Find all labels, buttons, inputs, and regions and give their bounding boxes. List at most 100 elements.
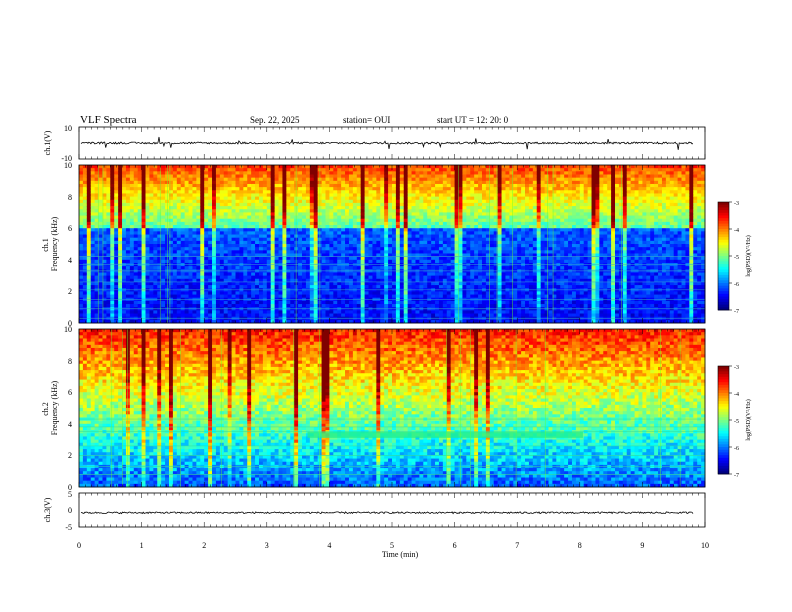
spectrogram-cell — [251, 234, 256, 239]
spectrogram-cell — [153, 225, 158, 229]
spectrogram-cell — [125, 196, 131, 201]
spectrogram-cell — [188, 209, 193, 213]
spectrogram-cell — [431, 272, 436, 276]
spectrogram-cell — [411, 215, 416, 220]
spectrogram-cell — [172, 240, 178, 245]
spectrogram-cell — [212, 174, 217, 179]
spectrogram-cell — [286, 281, 291, 286]
spectrogram-cell — [180, 209, 186, 213]
spectrogram-cell — [180, 168, 186, 172]
spectrogram-cell — [235, 190, 240, 194]
spectrogram-cell — [145, 300, 150, 305]
spectrogram-cell — [223, 240, 229, 245]
spectrogram-cell — [243, 183, 248, 188]
spectrogram-cell — [376, 202, 381, 207]
spectrogram-cell — [157, 193, 162, 197]
spectrogram-cell — [231, 266, 236, 270]
spectrogram-cell — [438, 319, 444, 324]
spectrogram-cell — [79, 180, 84, 185]
spectrogram-cell — [86, 206, 92, 210]
spectrogram-cell — [352, 165, 358, 169]
spectrogram-cell — [102, 294, 107, 299]
spectrogram-cell — [313, 218, 319, 223]
spectrogram-cell — [90, 281, 96, 286]
spectrogram-cell — [270, 168, 276, 172]
spectrogram-cell — [333, 294, 338, 299]
spectrogram-cell — [333, 202, 338, 207]
spectrogram-cell — [114, 237, 119, 242]
spectrogram-cell — [384, 275, 389, 280]
spectrogram-cell — [442, 281, 448, 286]
spectrogram-cell — [192, 171, 197, 175]
spectrogram-cell — [110, 313, 115, 318]
spectrogram-cell — [82, 190, 88, 194]
spectrogram-cell — [106, 234, 111, 239]
spectrogram-cell — [305, 174, 311, 179]
spectrogram-cell — [196, 218, 201, 223]
spectrogram-cell — [376, 206, 381, 210]
spectrogram-cell — [305, 231, 311, 235]
spectrogram-cell — [223, 319, 229, 324]
spectrogram-cell — [364, 202, 369, 207]
spectrogram-cell — [196, 240, 201, 245]
spectrogram-cell — [438, 247, 444, 251]
spectrogram-cell — [149, 240, 154, 245]
spectrogram-cell — [384, 165, 389, 169]
spectrogram-cell — [157, 165, 162, 169]
spectrogram-cell — [192, 190, 197, 194]
spectrogram-cell — [438, 272, 444, 276]
spectrogram-cell — [356, 300, 362, 305]
spectrogram-cell — [145, 187, 150, 191]
spectrogram-cell — [196, 171, 201, 175]
spectrogram-cell — [106, 300, 111, 305]
spectrogram-cell — [172, 174, 178, 179]
spectrogram-cell — [172, 256, 178, 261]
spectrogram-cell — [411, 281, 416, 286]
spectrogram-cell — [341, 278, 346, 283]
spectrogram-cell — [360, 215, 366, 220]
spectrogram-cell — [399, 228, 405, 232]
spectrogram-cell — [114, 199, 119, 204]
spectrogram-cell — [450, 234, 455, 239]
spectrogram-cell — [360, 313, 366, 318]
spectrogram-cell — [352, 256, 358, 261]
spectrogram-cell — [352, 281, 358, 286]
spectrogram-cell — [399, 174, 405, 179]
spectrogram-cell — [219, 196, 225, 201]
spectrogram-cell — [313, 291, 319, 295]
spectrogram-cell — [290, 218, 295, 223]
spectrogram-cell — [364, 183, 369, 188]
spectrogram-cell — [212, 256, 217, 261]
spectrogram-cell — [106, 259, 111, 264]
spectrogram-cell — [309, 212, 315, 216]
ch1-wave-ylabel: ch.1(V) — [43, 130, 52, 155]
spectrogram-cell — [298, 183, 303, 188]
spectrogram-cell — [282, 180, 287, 185]
spectrogram-cell — [239, 231, 244, 235]
spectrogram-cell — [114, 313, 119, 318]
spectrogram-cell — [309, 196, 315, 201]
spectrogram-cell — [309, 231, 315, 235]
spectrogram-cell — [153, 234, 158, 239]
spectrogram-cell — [235, 202, 240, 207]
spectrogram-cell — [368, 177, 373, 182]
spectrogram-cell — [180, 171, 186, 175]
spectrogram-cell — [215, 209, 221, 213]
spectrogram-cell — [392, 291, 397, 295]
spectrogram-cell — [137, 174, 142, 179]
spectrogram-cell — [215, 183, 221, 188]
spectrogram-cell — [161, 231, 166, 235]
spectrogram-cell — [125, 215, 131, 220]
spectrogram-cell — [321, 281, 326, 286]
spectrogram-cell — [270, 294, 276, 299]
spectrogram-cell — [380, 275, 385, 280]
spectrogram-cell — [446, 171, 452, 175]
spectrogram-cell — [137, 272, 142, 276]
spectrogram-cell — [352, 266, 358, 270]
spectrogram-cell — [176, 180, 182, 185]
spectrogram-cell — [82, 240, 88, 245]
spectrogram-cell — [399, 247, 405, 251]
spectrogram-cell — [372, 259, 377, 264]
spectrogram-cell — [212, 278, 217, 283]
spectrogram-cell — [438, 285, 444, 289]
